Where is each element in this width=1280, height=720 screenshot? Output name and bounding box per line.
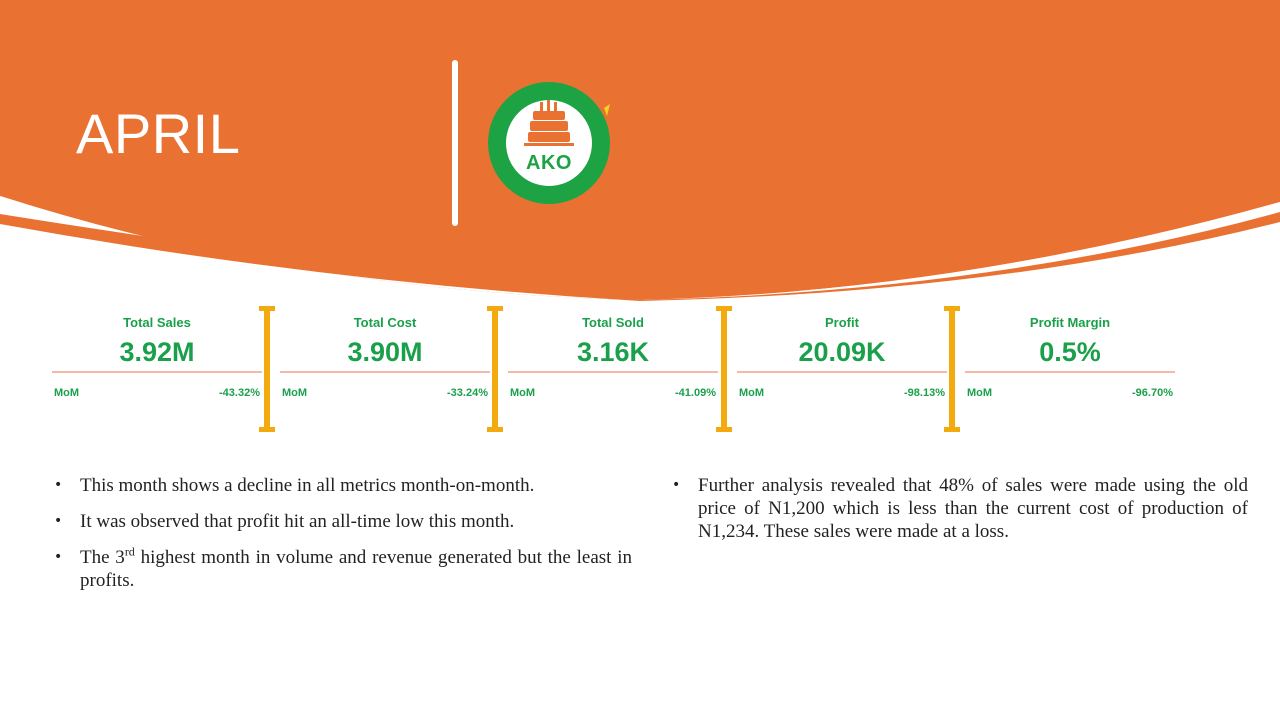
- kpi-title: Profit: [825, 315, 859, 330]
- kpi-card-profit: Profit 20.09K MoM -98.13%: [735, 307, 949, 425]
- kpi-card-total-cost: Total Cost 3.90M MoM -33.24%: [278, 307, 492, 425]
- bullet-icon: •: [672, 477, 681, 493]
- kpi-divider-rule: [52, 371, 262, 373]
- kpi-mom-value: -33.24%: [447, 387, 488, 399]
- kpi-value: 3.92M: [119, 337, 195, 367]
- kpi-separator: [944, 306, 960, 432]
- bullet-icon: •: [54, 477, 63, 493]
- kpi-card-total-sales: Total Sales 3.92M MoM -43.32%: [50, 307, 264, 425]
- logo-text: AKO: [526, 152, 572, 174]
- kpi-mom-label: MoM: [282, 387, 308, 399]
- kpi-mom-label: MoM: [54, 387, 80, 399]
- kpi-separator: [716, 306, 732, 432]
- list-item: • The 3rd highest month in volume and re…: [52, 546, 632, 592]
- kpi-title: Profit Margin: [1029, 315, 1111, 330]
- notes-left-list: • This month shows a decline in all metr…: [52, 474, 632, 605]
- header-banner: [0, 0, 1280, 301]
- note-superscript: rd: [124, 544, 135, 559]
- header-orange-swoosh: [0, 212, 1280, 301]
- kpi-value: 0.5%: [1039, 337, 1101, 367]
- list-item: • This month shows a decline in all metr…: [52, 474, 632, 497]
- kpi-card-profit-margin: Profit Margin 0.5% MoM -96.70%: [963, 307, 1177, 425]
- bullet-icon: •: [54, 549, 63, 565]
- kpi-mom-value: -98.13%: [904, 387, 945, 399]
- header-divider: [452, 60, 458, 226]
- kpi-mom-label: MoM: [967, 387, 993, 399]
- kpi-card-total-sold: Total Sold 3.16K MoM -41.09%: [506, 307, 720, 425]
- kpi-mom-value: -41.09%: [675, 387, 716, 399]
- month-title: APRIL: [76, 102, 241, 165]
- header-orange-shape: [0, 0, 1280, 300]
- kpi-divider-rule: [508, 371, 718, 373]
- kpi-separator: [487, 306, 503, 432]
- notes-right-list: • Further analysis revealed that 48% of …: [670, 474, 1248, 556]
- kpi-value: 3.16K: [576, 337, 650, 367]
- kpi-title: Total Sold: [582, 315, 644, 330]
- list-item: • Further analysis revealed that 48% of …: [670, 474, 1248, 543]
- note-text: Further analysis revealed that 48% of sa…: [698, 475, 1248, 542]
- list-item: • It was observed that profit hit an all…: [52, 510, 632, 533]
- kpi-title: Total Cost: [353, 315, 417, 330]
- note-text-end: highest month in volume and revenue gene…: [80, 547, 632, 591]
- kpi-separator: [259, 306, 275, 432]
- kpi-divider-rule: [737, 371, 947, 373]
- note-text-start: The 3: [80, 547, 125, 568]
- bullet-icon: •: [54, 513, 63, 529]
- kpi-value: 20.09K: [798, 337, 886, 367]
- kpi-divider-rule: [280, 371, 490, 373]
- ako-logo: AKO: [488, 82, 614, 206]
- note-text: This month shows a decline in all metric…: [80, 475, 535, 496]
- kpi-mom-value: -96.70%: [1132, 387, 1173, 399]
- kpi-mom-label: MoM: [510, 387, 536, 399]
- cake-icon: [488, 82, 610, 204]
- kpi-mom-value: -43.32%: [219, 387, 260, 399]
- kpi-mom-label: MoM: [739, 387, 765, 399]
- kpi-row: Total Sales 3.92M MoM -43.32% Total Cost…: [46, 304, 1176, 432]
- kpi-divider-rule: [965, 371, 1175, 373]
- note-text: It was observed that profit hit an all-t…: [80, 511, 515, 532]
- kpi-value: 3.90M: [347, 337, 423, 367]
- kpi-title: Total Sales: [123, 315, 191, 330]
